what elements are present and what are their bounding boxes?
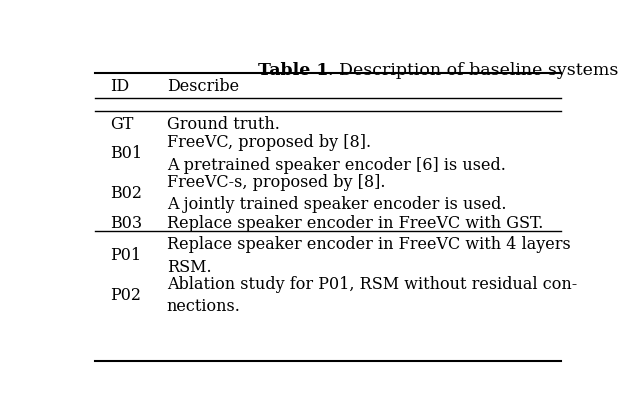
Text: B03: B03 [110,214,142,231]
Text: P01: P01 [110,247,141,264]
Text: FreeVC, proposed by [8].
A pretrained speaker encoder [6] is used.: FreeVC, proposed by [8]. A pretrained sp… [167,134,506,173]
Text: FreeVC-s, proposed by [8].
A jointly trained speaker encoder is used.: FreeVC-s, proposed by [8]. A jointly tra… [167,173,506,213]
Text: . Description of baseline systems: . Description of baseline systems [328,62,618,78]
Text: Ablation study for P01, RSM without residual con-
nections.: Ablation study for P01, RSM without resi… [167,275,577,315]
Text: B01: B01 [110,145,142,162]
Text: B02: B02 [110,185,142,202]
Text: GT: GT [110,116,133,133]
Text: ID: ID [110,78,129,95]
Text: Describe: Describe [167,78,239,95]
Text: P02: P02 [110,286,141,303]
Text: Replace speaker encoder in FreeVC with 4 layers
RSM.: Replace speaker encoder in FreeVC with 4… [167,235,570,275]
Text: Ground truth.: Ground truth. [167,116,280,133]
Text: Replace speaker encoder in FreeVC with GST.: Replace speaker encoder in FreeVC with G… [167,214,543,231]
Text: Table 1: Table 1 [257,62,328,78]
